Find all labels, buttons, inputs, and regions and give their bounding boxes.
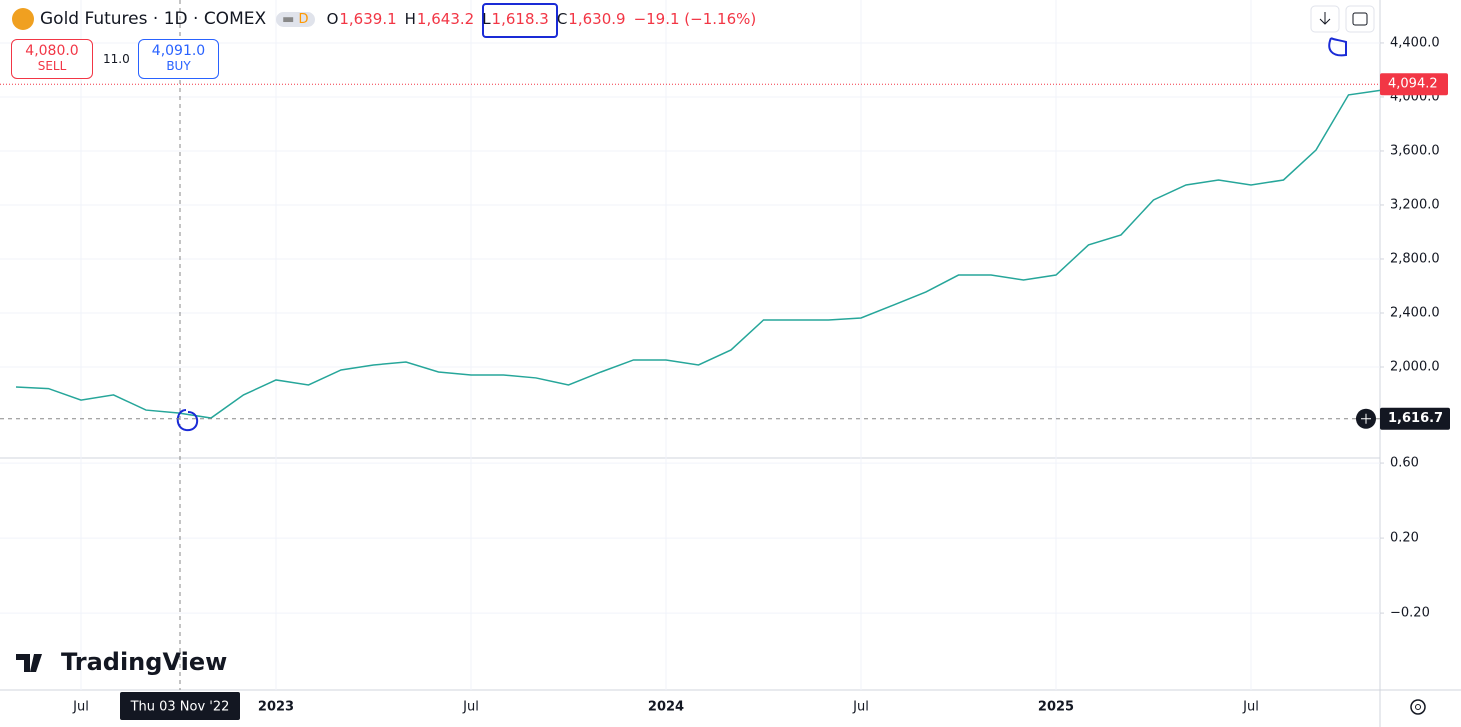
y-tick-label: 2,400.0 — [1390, 305, 1440, 320]
fullscreen-icon — [1352, 12, 1368, 26]
symbol-title: Gold Futures · 1D · COMEX — [40, 9, 267, 29]
ohlc-value: 1,643.2 — [416, 10, 475, 28]
y-tick-label: 3,200.0 — [1390, 197, 1440, 212]
last-price-label: 4,094.2 — [1388, 77, 1438, 92]
y-tick-label: 0.60 — [1390, 456, 1419, 471]
badge-text: D — [298, 11, 309, 27]
last-price-tag — [1380, 73, 1448, 96]
x-tick-label: Jul — [72, 700, 89, 715]
download-icon — [1319, 12, 1331, 25]
buy-button[interactable]: 4,091.0 BUY — [138, 39, 219, 79]
y-tick-label: 2,800.0 — [1390, 251, 1440, 266]
brand-logo — [16, 654, 42, 672]
x-tick-label: Jul — [852, 700, 869, 715]
spread: 11.0 — [103, 52, 130, 66]
ohlc-key: H — [404, 10, 416, 28]
x-tick-label: Jul — [1242, 700, 1259, 715]
y-tick-label: −0.20 — [1390, 606, 1430, 621]
x-tick-label: Jul — [462, 700, 479, 715]
sell-label: SELL — [37, 59, 67, 73]
buy-price: 4,091.0 — [151, 43, 206, 59]
y-tick-label: 2,000.0 — [1390, 359, 1440, 374]
buy-label: BUY — [166, 59, 191, 73]
fullscreen-button[interactable] — [1345, 5, 1375, 33]
y-tick-label: 4,400.0 — [1390, 35, 1440, 50]
ohlc-value: 1,618.3 — [491, 10, 549, 28]
sell-price: 4,080.0 — [25, 43, 79, 59]
header: Gold Futures · 1D · COMEX ▬ D O 1,639.1 H 1… — [12, 8, 764, 30]
ohlc-key: L — [482, 10, 491, 28]
ohlc-key: O — [326, 10, 339, 28]
settings-icon-center — [1415, 704, 1421, 710]
symbol-logo — [12, 8, 34, 30]
y-tick-label: 3,600.0 — [1390, 143, 1440, 158]
ohlc-value: 1,630.9 — [568, 10, 626, 28]
crosshair-price-tag — [1380, 407, 1450, 430]
annotation-circle — [176, 409, 199, 432]
y-tick-label: 0.20 — [1390, 531, 1419, 546]
crosshair-price-label: 1,616.7 — [1388, 411, 1443, 426]
ohlc-key: C — [556, 10, 568, 28]
brand: TradingView — [61, 648, 227, 676]
change: −19.1 (−1.16%) — [633, 10, 757, 28]
annotation-box — [482, 3, 558, 38]
crosshair-time-label: Thu 03 Nov '22 — [130, 700, 230, 715]
x-tick-label: 2024 — [648, 700, 684, 715]
badge[interactable]: ▬ D — [276, 11, 315, 27]
crosshair-time-tag — [120, 692, 240, 720]
plot-layer: Jul 2023 Jul 2024 Jul 2025 Jul 2,000.0 2,400.0 2,… — [0, 0, 1448, 715]
sell-button[interactable]: 4,080.0 SELL — [11, 39, 93, 79]
annotation-circle — [1328, 37, 1347, 57]
x-tick-label: 2023 — [258, 700, 294, 715]
ohlc: O 1,639.1 H 1,643.2 L 1,618.3 C 1,630.9 — [327, 10, 634, 28]
settings-icon[interactable] — [1410, 699, 1426, 715]
price-line-series — [15, 89, 1382, 419]
ohlc-value: 1,639.1 — [339, 10, 397, 28]
x-tick-label: 2025 — [1038, 700, 1074, 715]
crosshair-plus-icon — [1361, 413, 1371, 424]
